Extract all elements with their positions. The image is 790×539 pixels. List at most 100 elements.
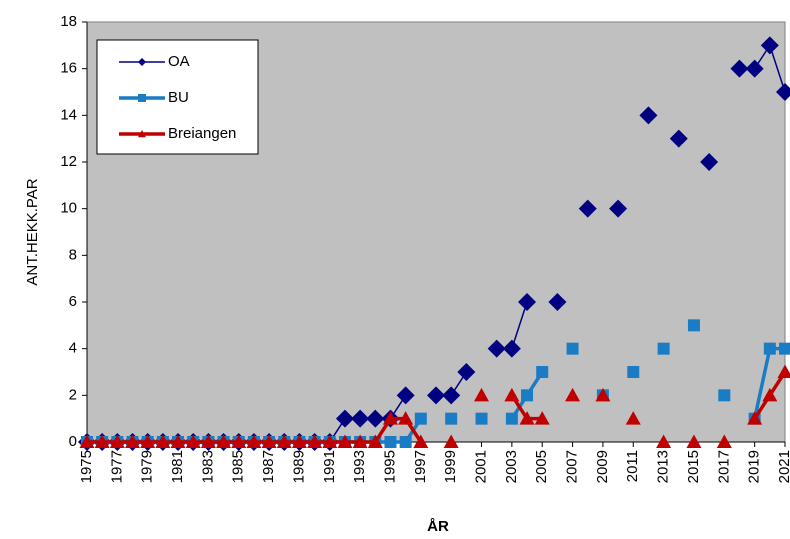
marker <box>763 342 776 355</box>
x-tick-label: 2015 <box>685 450 702 483</box>
legend-label: BU <box>168 89 189 106</box>
marker <box>367 434 383 448</box>
marker <box>155 434 171 448</box>
marker <box>657 342 670 355</box>
y-tick-label: 18 <box>60 13 77 30</box>
marker <box>747 411 763 425</box>
marker <box>125 434 141 448</box>
legend-marker <box>138 94 146 102</box>
marker <box>519 411 535 425</box>
marker <box>291 434 307 448</box>
marker <box>322 434 338 448</box>
marker <box>413 434 429 448</box>
x-tick-label: 1999 <box>442 450 459 483</box>
marker <box>474 387 490 402</box>
x-tick-label: 1981 <box>169 450 186 483</box>
marker <box>414 412 427 425</box>
x-tick-label: 1983 <box>199 450 216 483</box>
y-tick-label: 16 <box>60 60 77 77</box>
y-tick-label: 0 <box>69 433 77 450</box>
marker <box>627 366 640 378</box>
x-tick-label: 2021 <box>776 450 790 483</box>
marker <box>351 409 370 428</box>
marker <box>307 434 323 448</box>
x-tick-label: 2009 <box>594 450 611 483</box>
marker <box>625 411 641 425</box>
marker <box>777 364 790 378</box>
marker <box>521 389 534 402</box>
marker <box>231 434 247 448</box>
y-tick-label: 10 <box>60 200 77 217</box>
marker <box>427 386 445 405</box>
marker <box>716 434 732 448</box>
x-axis-title: ÅR <box>427 518 449 535</box>
x-tick-label: 2005 <box>533 450 550 483</box>
marker <box>718 389 731 402</box>
marker <box>445 412 458 425</box>
y-tick-label: 6 <box>69 293 77 310</box>
x-tick-label: 2013 <box>655 450 672 483</box>
marker <box>94 434 110 448</box>
x-tick-label: 2019 <box>746 450 763 483</box>
marker <box>502 339 521 358</box>
marker <box>656 434 672 448</box>
marker <box>760 36 779 55</box>
marker <box>700 153 719 171</box>
marker <box>669 129 688 148</box>
x-tick-label: 2011 <box>624 450 641 482</box>
x-tick-label: 2001 <box>472 450 489 483</box>
marker <box>475 412 488 425</box>
marker <box>505 412 518 425</box>
legend-marker <box>138 58 146 66</box>
marker <box>276 434 292 448</box>
marker <box>457 363 476 381</box>
marker <box>396 386 415 405</box>
marker <box>384 436 397 448</box>
x-tick-label: 1997 <box>412 450 429 483</box>
x-tick-label: 1985 <box>230 450 247 483</box>
marker <box>170 434 186 448</box>
y-tick-label: 8 <box>69 246 77 263</box>
x-tick-label: 1987 <box>260 450 277 483</box>
legend-label: OA <box>168 53 190 70</box>
marker <box>566 342 579 355</box>
marker <box>534 411 550 425</box>
marker <box>216 434 232 448</box>
x-tick-label: 2017 <box>715 450 732 483</box>
x-tick-label: 1993 <box>351 450 368 483</box>
marker <box>79 434 95 448</box>
marker <box>578 199 597 218</box>
x-tick-label: 2003 <box>503 450 520 483</box>
x-tick-label: 1977 <box>108 450 125 483</box>
marker <box>398 411 414 425</box>
x-tick-label: 1979 <box>139 450 156 483</box>
marker <box>443 434 459 448</box>
marker <box>518 293 537 311</box>
legend-label: Breiangen <box>168 125 236 142</box>
marker <box>730 59 749 78</box>
marker <box>140 434 156 448</box>
marker <box>337 434 353 448</box>
y-tick-label: 2 <box>69 386 77 403</box>
x-tick-label: 1991 <box>321 450 338 483</box>
marker <box>246 434 262 448</box>
y-axis-title: ANT.HEKK.PAR <box>24 178 41 285</box>
marker <box>565 387 581 402</box>
marker <box>442 386 461 405</box>
y-tick-label: 14 <box>60 106 77 123</box>
marker <box>335 409 354 428</box>
marker <box>686 434 702 448</box>
marker <box>366 409 385 428</box>
marker <box>261 434 277 448</box>
marker <box>776 83 790 101</box>
marker <box>595 387 611 402</box>
marker <box>382 411 398 425</box>
marker <box>687 319 700 332</box>
y-tick-label: 12 <box>60 153 77 170</box>
marker <box>779 342 790 355</box>
marker <box>200 434 216 448</box>
y-tick-label: 4 <box>69 340 77 357</box>
marker <box>487 339 506 358</box>
x-tick-label: 1975 <box>78 450 95 483</box>
